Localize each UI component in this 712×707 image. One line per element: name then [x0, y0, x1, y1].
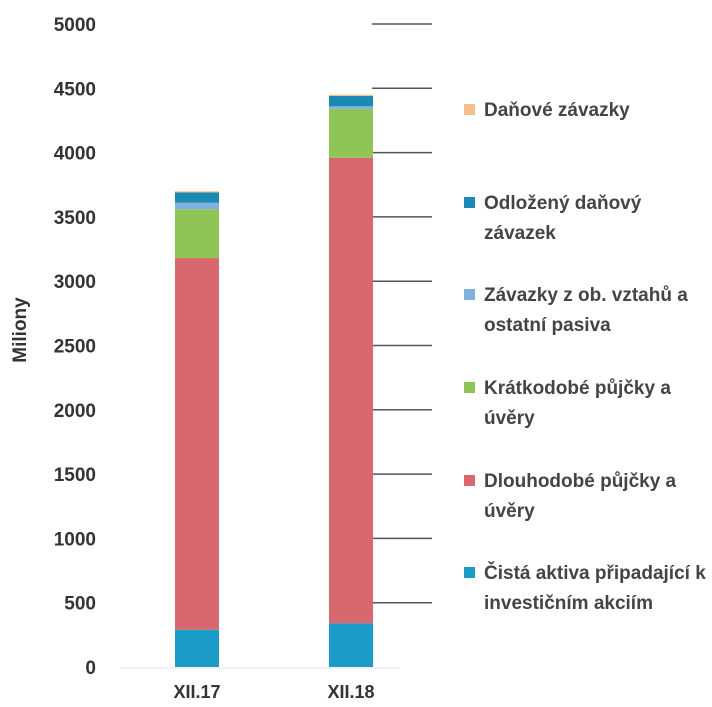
y-axis-ticks: 0 500 1000 1500 2000 2500 3000 3500 4000 4500 5000 [54, 15, 96, 679]
x-axis-categories: XII.17 XII.18 [173, 682, 374, 702]
bar-segment [329, 106, 373, 109]
y-tick-label: 3500 [54, 208, 96, 229]
y-axis-label: Miliony [10, 297, 31, 363]
bar-segment [329, 157, 373, 624]
legend-item: Daňové závazky [464, 96, 712, 126]
legend-swatch [464, 475, 475, 486]
legend-swatch [464, 197, 475, 208]
y-tick-label: 2000 [54, 401, 96, 422]
y-tick-label: 4500 [54, 79, 96, 100]
legend-label: Krátkodobé půjčky a úvěry [484, 378, 671, 429]
legend-swatch [464, 567, 475, 578]
bar-segment [175, 258, 219, 630]
y-tick-label: 4000 [54, 144, 96, 165]
legend-item: Dlouhodobé půjčky a úvěry [464, 467, 712, 527]
y-tick-label: 1000 [54, 529, 96, 550]
bar-segment [175, 209, 219, 259]
legend-swatch [464, 382, 475, 393]
bar-segment [329, 96, 373, 107]
bar-segment [329, 623, 373, 667]
y-tick-label: 2500 [54, 337, 96, 358]
bars [175, 94, 373, 667]
x-tick-label: XII.18 [327, 682, 374, 702]
legend-item: Závazky z ob. vztahů a ostatní pasiva [464, 281, 712, 341]
y-tick-label: 5000 [54, 15, 96, 36]
legend-swatch [464, 104, 475, 115]
legend-item: Odložený daňový závazek [464, 189, 712, 249]
legend-swatch [464, 289, 475, 300]
y-tick-label: 3000 [54, 272, 96, 293]
y-tick-label: 500 [64, 594, 96, 615]
bar-segment [175, 202, 219, 210]
bar-segment [175, 191, 219, 193]
bar-segment [175, 192, 219, 203]
legend-label: Čistá aktiva připadající k investičním a… [484, 563, 706, 614]
legend-label: Odložený daňový závazek [484, 193, 642, 244]
y-tick-label: 1500 [54, 465, 96, 486]
legend-label: Dlouhodobé půjčky a úvěry [484, 471, 677, 522]
gridlines [120, 23, 432, 669]
bar-segment [175, 629, 219, 667]
legend-item: Krátkodobé půjčky a úvěry [464, 374, 712, 434]
x-tick-label: XII.17 [173, 682, 220, 702]
legend-item: Čistá aktiva připadající k investičním a… [464, 559, 712, 619]
legend-label: Závazky z ob. vztahů a ostatní pasiva [484, 285, 688, 336]
y-tick-label: 0 [85, 658, 96, 679]
legend-label: Daňové závazky [484, 100, 630, 121]
bar-segment [329, 94, 373, 97]
bar-segment [329, 108, 373, 158]
